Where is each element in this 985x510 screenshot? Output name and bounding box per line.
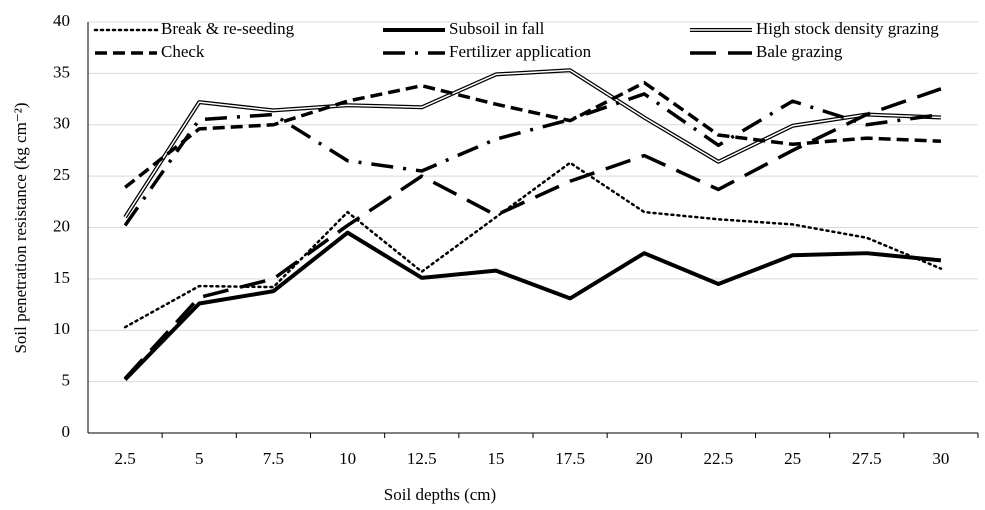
y-tick-label: 30 [53,114,70,133]
x-tick-label: 10 [339,449,356,468]
x-tick-label: 12.5 [407,449,437,468]
x-tick-label: 7.5 [263,449,284,468]
legend-label: Check [161,42,205,61]
x-tick-label: 2.5 [114,449,135,468]
y-tick-label: 0 [62,422,71,441]
x-tick-label: 15 [487,449,504,468]
series-line [123,80,941,189]
x-tick-label: 17.5 [555,449,585,468]
x-tick-label: 25 [784,449,801,468]
series-line-inner [124,69,941,218]
y-tick-label: 15 [53,268,70,287]
legend-label: Bale grazing [756,42,843,61]
y-tick-label: 35 [53,62,70,81]
y-tick-label: 20 [53,216,70,235]
x-tick-label: 27.5 [852,449,882,468]
y-axis-label: Soil penetration resistance (kg cm⁻²) [11,102,30,353]
x-tick-label: 5 [195,449,204,468]
legend-label: High stock density grazing [756,19,939,38]
series-line [123,92,942,227]
x-axis-label: Soil depths (cm) [384,485,496,504]
x-tick-label: 22.5 [704,449,734,468]
legend-label: Break & re-seeding [161,19,295,38]
y-tick-label: 10 [53,319,70,338]
y-tick-label: 5 [62,371,71,390]
series-line [123,230,942,381]
y-tick-label: 25 [53,165,70,184]
legend-label: Fertilizer application [449,42,592,61]
x-tick-label: 30 [932,449,949,468]
legend-label: Subsoil in fall [449,19,545,38]
x-tick-label: 20 [636,449,653,468]
series-line [123,161,943,329]
series-line [123,87,942,380]
y-tick-label: 40 [53,11,70,30]
